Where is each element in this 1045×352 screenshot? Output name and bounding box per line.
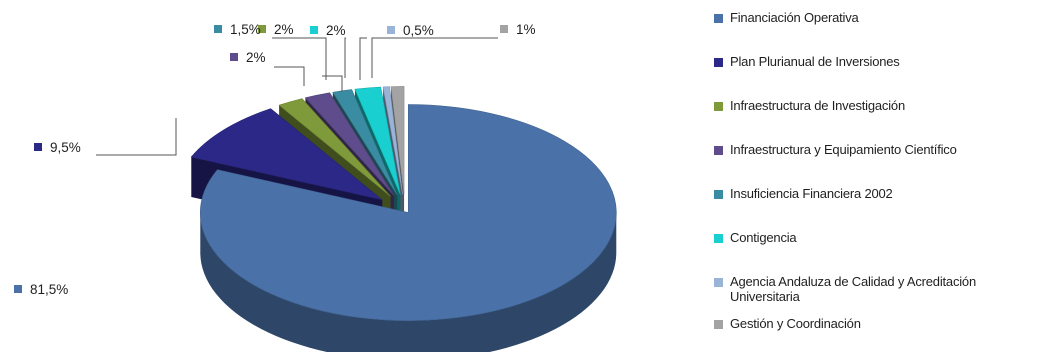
data-label-swatch [500,25,508,33]
legend-swatch [714,320,723,329]
data-label-2: 9,5% [34,140,81,155]
leader-line-7 [359,37,367,80]
legend-item: Agencia Andaluza de Calidad y Acreditaci… [714,274,1044,304]
leader-line-5 [272,37,327,80]
legend-swatch [714,190,723,199]
data-label-swatch [310,26,318,34]
legend-swatch [714,58,723,67]
slice-4 [304,92,395,196]
data-label-3: 2% [258,22,294,37]
data-label-4: 2% [230,50,266,65]
leader-line-4 [274,66,305,86]
legend-item: Contigencia [714,230,797,245]
slice-8 [390,86,405,195]
pie-chart-plot [96,37,617,352]
legend-label: Infraestructura y Equipamiento Científic… [730,142,957,157]
data-label-swatch [230,53,238,61]
legend-label: Plan Plurianual de Inversiones [730,54,900,69]
data-label-text: 2% [274,22,294,37]
data-label-text: 0,5% [403,23,434,38]
legend-item: Financiación Operativa [714,10,859,25]
leader-line-3 [322,75,343,92]
data-label-text: 2% [246,50,266,65]
slice-side-1 [200,212,617,352]
legend-label: Gestión y Coordinación [730,316,861,331]
data-label-text: 2% [326,23,346,38]
legend-swatch [714,14,723,23]
legend-item: Insuficiencia Financiera 2002 [714,186,893,201]
leader-line-2 [96,118,177,156]
legend-swatch [714,102,723,111]
data-label-7: 0,5% [387,23,434,38]
legend-swatch [714,146,723,155]
legend-item: Infraestructura y Equipamiento Científic… [714,142,957,157]
leader-line-8 [371,37,498,78]
legend-label: Contigencia [730,230,797,245]
legend-item: Plan Plurianual de Inversiones [714,54,900,69]
legend-label: Insuficiencia Financiera 2002 [730,186,893,201]
data-label-swatch [214,25,222,33]
data-label-5: 1,5% [214,22,261,37]
data-label-swatch [258,25,266,33]
data-label-text: 81,5% [30,282,69,297]
legend-label: Financiación Operativa [730,10,859,25]
data-label-text: 1% [516,22,536,37]
slice-2 [190,108,383,201]
slice-6 [354,86,401,195]
legend-label: Agencia Andaluza de Calidad y Acreditaci… [730,274,976,304]
data-label-1: 81,5% [14,282,68,297]
data-label-swatch [34,143,42,151]
legend-swatch [714,278,723,287]
legend-swatch [714,234,723,243]
pie-tops [190,86,617,321]
legend-item: Gestión y Coordinación [714,316,861,331]
slice-7 [382,86,403,195]
data-label-8: 1% [500,22,536,37]
data-label-text: 9,5% [50,140,81,155]
slice-3 [278,98,391,197]
data-label-6: 2% [310,23,346,38]
legend-item: Infraestructura de Investigación [714,98,905,113]
leader-line-6 [344,37,346,78]
data-label-swatch [14,285,22,293]
data-label-swatch [387,26,395,34]
legend-label: Infraestructura de Investigación [730,98,905,113]
slice-1 [199,104,617,321]
data-label-text: 1,5% [230,22,261,37]
leader-lines [96,37,498,156]
